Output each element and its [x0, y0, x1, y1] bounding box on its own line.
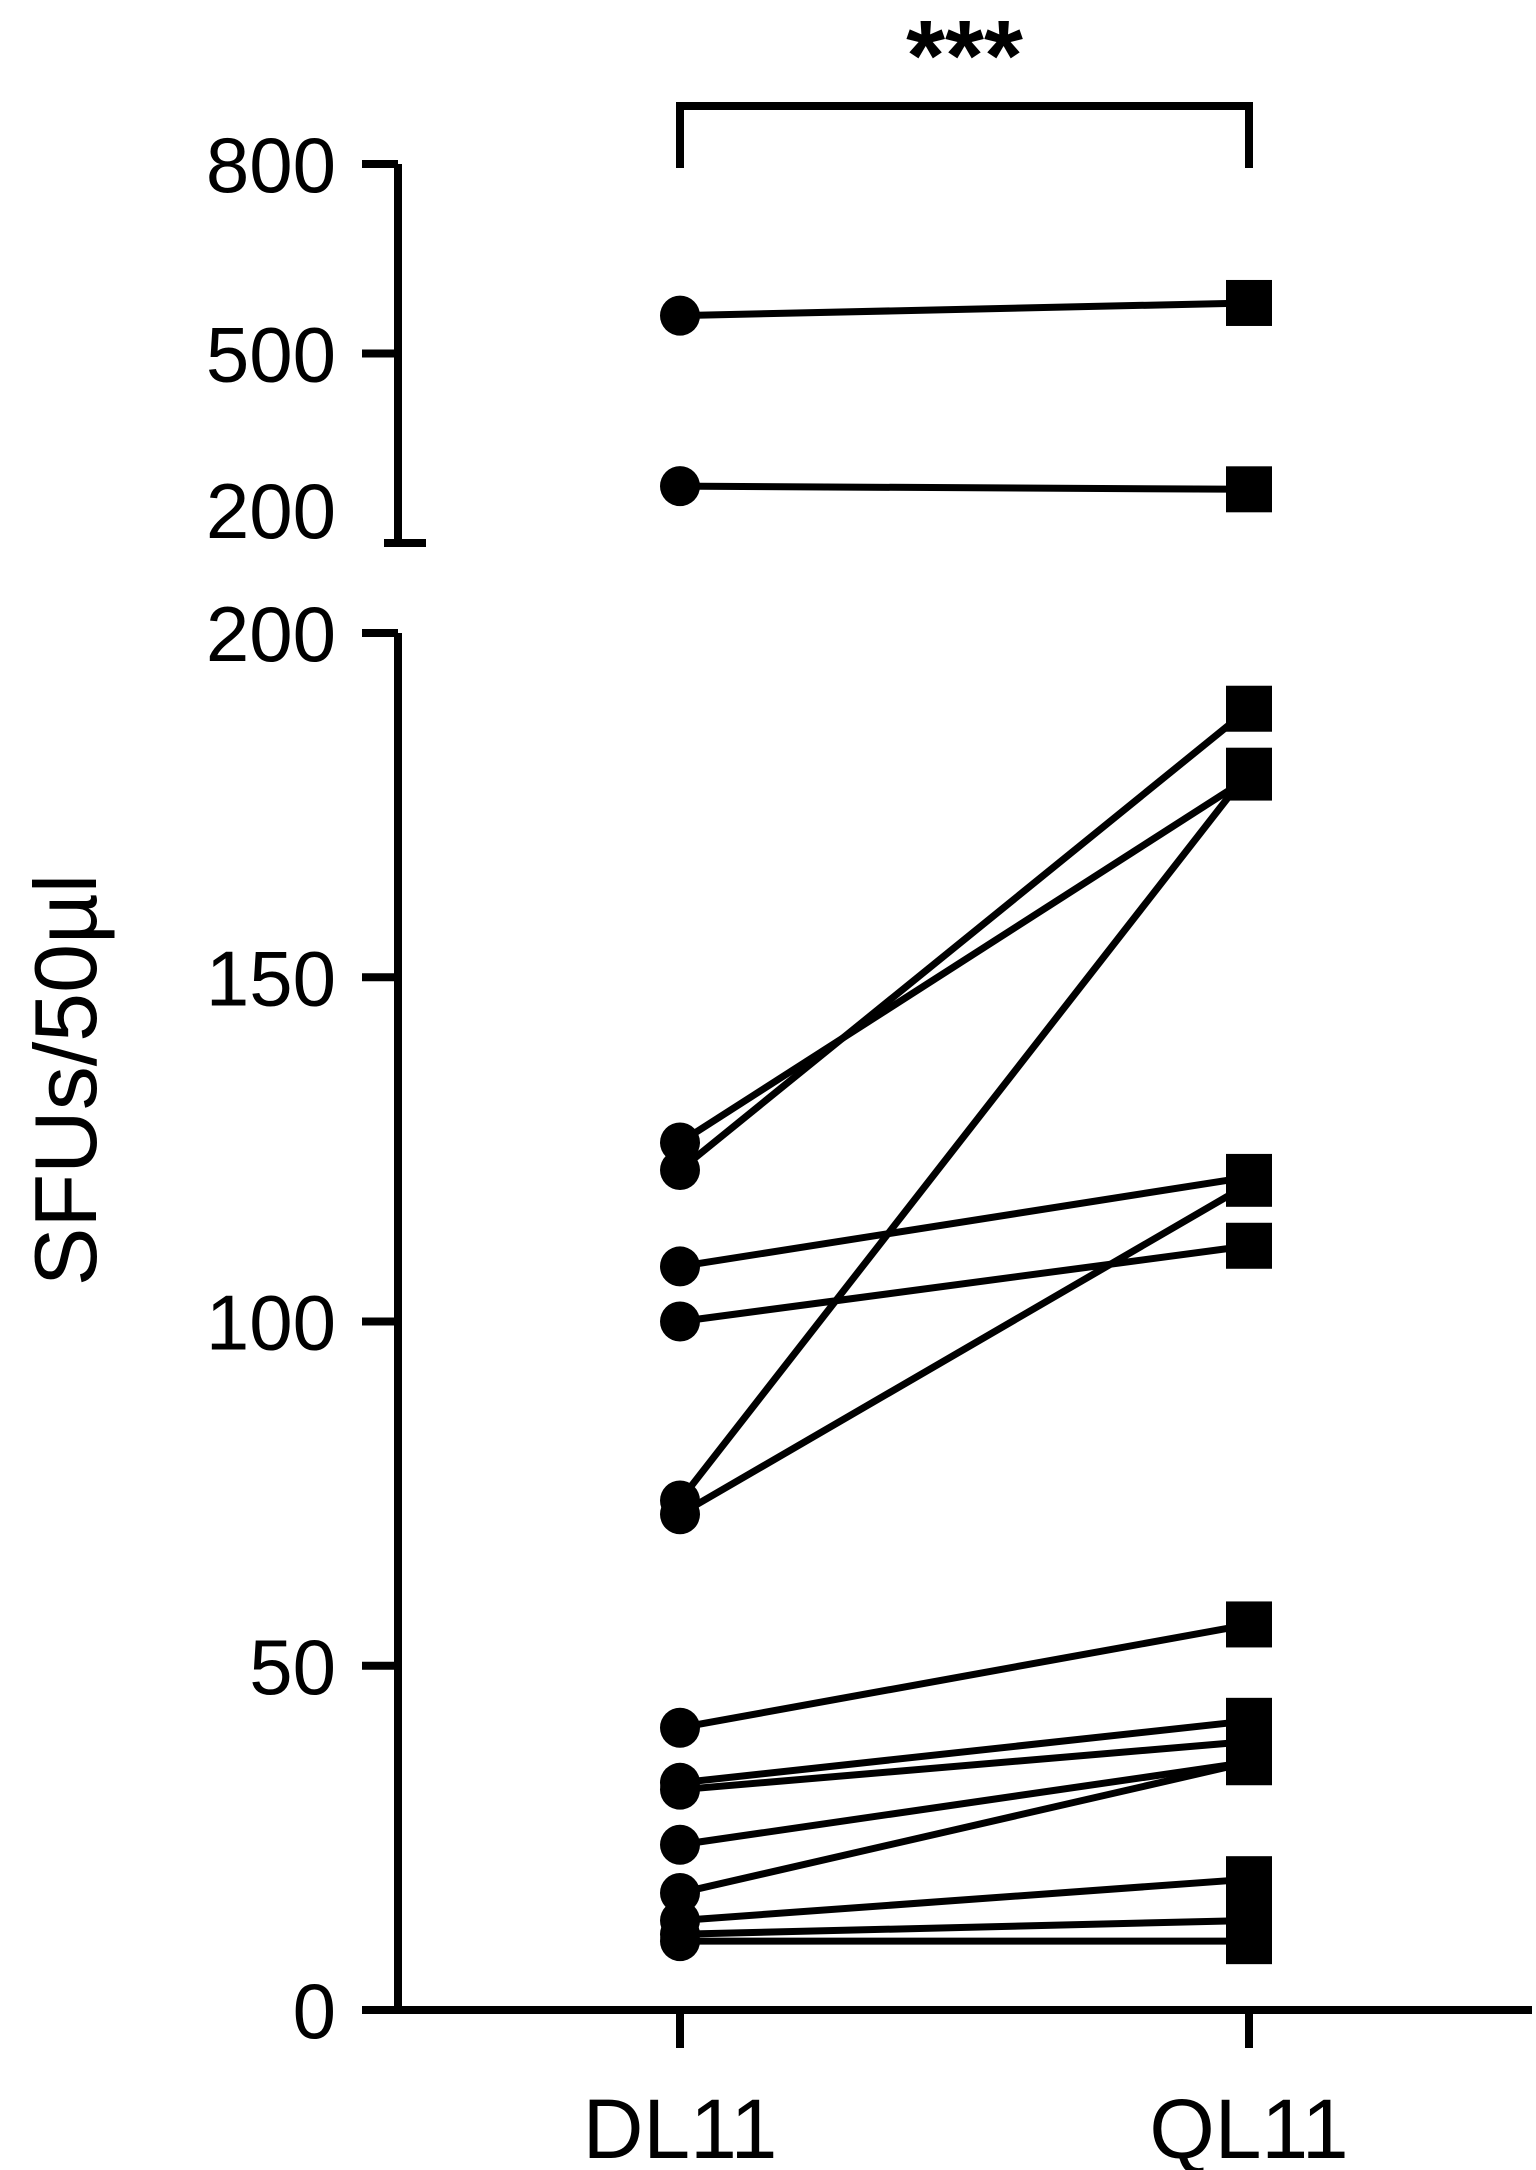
pair-lines — [677, 299, 1252, 1945]
y-tick-label: 150 — [206, 934, 336, 1022]
pair-line — [678, 1180, 1251, 1518]
ql11-point — [1226, 747, 1272, 794]
pair-line — [679, 1737, 1250, 1794]
significance-bracket — [676, 102, 1253, 168]
ql11-point — [1226, 1918, 1272, 1965]
ql11-point — [1226, 1739, 1272, 1786]
pair-line — [679, 299, 1250, 320]
data-markers — [660, 279, 1272, 1965]
dl11-point — [660, 1494, 700, 1535]
dl11-point — [660, 1150, 700, 1191]
ql11-point — [1226, 1160, 1272, 1207]
pair-line — [679, 482, 1250, 493]
pair-line — [677, 706, 1252, 1173]
y-tick-label: 0 — [293, 1967, 336, 2055]
x-category-label: QL11 — [1149, 2082, 1348, 2170]
y-axis-title: SFUs/50µl — [16, 874, 115, 1287]
dl11-point — [660, 466, 700, 507]
dl11-point — [660, 1301, 700, 1342]
dl11-point — [660, 1769, 700, 1810]
ql11-point — [1226, 279, 1272, 326]
axis-labels: 0 50 100 150 200 200 500 800 DL11 QL11 SFUs/50µl **… — [16, 0, 1349, 2170]
pair-line — [679, 1717, 1250, 1787]
dl11-point — [660, 1872, 700, 1913]
x-category-label: DL11 — [583, 2082, 778, 2170]
dl11-point — [660, 1824, 700, 1865]
dl11-point — [660, 1122, 700, 1163]
y-tick-label: 100 — [206, 1279, 336, 1367]
pair-line — [677, 768, 1252, 1503]
pair-line — [679, 1620, 1250, 1732]
dl11-point — [660, 295, 700, 336]
y-tick-label: 200 — [206, 590, 336, 678]
pair-line — [679, 1758, 1250, 1897]
dl11-point — [660, 1246, 700, 1287]
y-tick-label: 800 — [206, 121, 336, 209]
ql11-point — [1226, 685, 1272, 732]
dl11-point — [660, 1921, 700, 1962]
dl11-point — [660, 1707, 700, 1748]
y-tick-label: 50 — [249, 1623, 336, 1711]
pair-line — [679, 1916, 1250, 1938]
ql11-point — [1226, 1222, 1272, 1269]
pair-line — [679, 1173, 1250, 1270]
pair-line — [679, 1875, 1250, 1924]
pair-line — [679, 1242, 1250, 1325]
axes — [362, 102, 1532, 2048]
pair-line — [679, 1758, 1250, 1849]
ql11-point — [1226, 466, 1272, 513]
pair-line — [678, 774, 1251, 1146]
ql11-point — [1226, 1856, 1272, 1903]
y-tick-label: 500 — [206, 311, 336, 399]
y-tick-label: 200 — [206, 467, 336, 555]
significance-label: *** — [906, 0, 1023, 112]
ql11-point — [1226, 1601, 1272, 1648]
